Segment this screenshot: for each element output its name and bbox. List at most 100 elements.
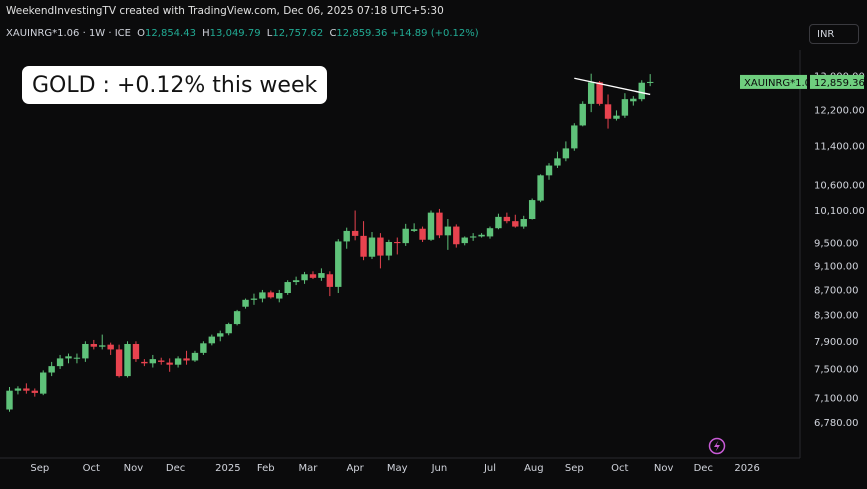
candle-body <box>630 98 637 102</box>
last-price-badge: XAUINRG*1.06 12,859.36 <box>740 74 865 89</box>
candle-body <box>174 358 182 365</box>
candle-body <box>191 352 199 361</box>
chart-attribution: WeekendInvestingTV created with TradingV… <box>6 5 444 17</box>
candle-body <box>107 344 114 350</box>
low-value: 12,757.62 <box>272 28 324 39</box>
candle-body <box>183 358 190 361</box>
symbol-name[interactable]: XAUINRG*1.06 · 1W · ICE <box>6 28 131 39</box>
x-tick-label: Dec <box>694 463 713 474</box>
candle <box>107 342 114 355</box>
candle-body <box>596 82 603 104</box>
candle <box>65 353 72 364</box>
candle <box>537 174 544 203</box>
candle-body <box>90 343 97 347</box>
candle-body <box>410 229 418 231</box>
candle <box>469 233 477 241</box>
candle <box>259 289 266 303</box>
candle <box>267 290 275 299</box>
y-tick-label: 11,400.00 <box>814 142 865 153</box>
candle <box>115 344 123 378</box>
candle-body <box>48 366 55 373</box>
candle-body <box>149 359 157 364</box>
candle-body <box>115 349 123 377</box>
candle-body <box>503 216 511 222</box>
x-tick-label: Nov <box>654 463 674 474</box>
candle <box>200 341 207 355</box>
candle <box>82 341 89 362</box>
candle <box>410 223 418 233</box>
candle-body <box>461 237 468 244</box>
callout-label: GOLD : +0.12% this week <box>22 66 328 104</box>
candle <box>453 224 460 248</box>
x-tick-label: Sep <box>565 463 584 474</box>
candle-body <box>56 358 64 367</box>
x-tick-label: Jun <box>431 463 448 474</box>
candle <box>124 341 131 378</box>
candle <box>208 334 216 346</box>
x-tick-label: Oct <box>611 463 628 474</box>
candle <box>309 271 317 280</box>
candle-body <box>166 362 173 365</box>
candle <box>646 74 654 87</box>
candle <box>436 208 443 239</box>
candle-body <box>604 104 612 119</box>
candle-body <box>368 237 376 257</box>
lightning-icon[interactable] <box>708 437 726 455</box>
x-tick-label: Aug <box>524 463 544 474</box>
x-tick-label: 2026 <box>734 463 759 474</box>
low-label: L <box>266 28 273 39</box>
candle-body <box>208 336 216 344</box>
candle-body <box>495 216 502 229</box>
y-tick-label: 9,500.00 <box>814 239 859 250</box>
candle <box>495 213 502 230</box>
candle-body <box>276 293 283 299</box>
candle <box>444 219 452 250</box>
candle <box>141 359 148 367</box>
badge-value-box <box>810 74 864 89</box>
candle-body <box>141 361 148 364</box>
candle-body <box>571 125 578 149</box>
trendline[interactable] <box>574 77 651 96</box>
candle <box>335 239 342 294</box>
candle <box>385 239 393 261</box>
currency-button[interactable]: INR <box>809 24 859 44</box>
candle <box>478 233 485 238</box>
candle-body <box>158 360 165 362</box>
candle <box>486 226 494 239</box>
x-tick-label: Oct <box>83 463 100 474</box>
y-tick-label: 7,900.00 <box>814 337 859 348</box>
badge-price: 12,859.36 <box>814 78 865 89</box>
candle <box>31 388 38 397</box>
candle <box>48 361 55 377</box>
candle-body <box>233 311 241 325</box>
candle-body <box>528 200 536 220</box>
candle-body <box>587 82 595 104</box>
candle-body <box>73 357 81 359</box>
candle <box>596 81 603 106</box>
candle-body <box>326 274 334 287</box>
candle <box>520 215 527 229</box>
candle-body <box>65 356 72 359</box>
candle <box>166 358 173 372</box>
y-tick-label: 8,300.00 <box>814 310 859 321</box>
candle <box>149 354 157 368</box>
candle <box>217 330 224 342</box>
y-tick-label: 10,100.00 <box>814 206 865 217</box>
x-tick-label: Sep <box>30 463 49 474</box>
x-axis: Sep Oct Nov Dec 2025 Feb Mar Apr May Jun Jul Aug Sep… <box>30 463 759 474</box>
x-tick-label: Dec <box>166 463 185 474</box>
candle <box>377 233 384 269</box>
candle <box>318 268 325 281</box>
y-tick-label: 8,700.00 <box>814 285 859 296</box>
candle-body <box>301 274 308 281</box>
candle <box>343 227 350 249</box>
candle-body <box>444 226 452 236</box>
candle-body <box>537 175 544 201</box>
candle <box>233 309 241 326</box>
candle <box>613 110 620 121</box>
candle-body <box>99 345 106 347</box>
candle <box>40 370 47 396</box>
candle-body <box>40 372 47 394</box>
candle-body <box>242 299 249 307</box>
